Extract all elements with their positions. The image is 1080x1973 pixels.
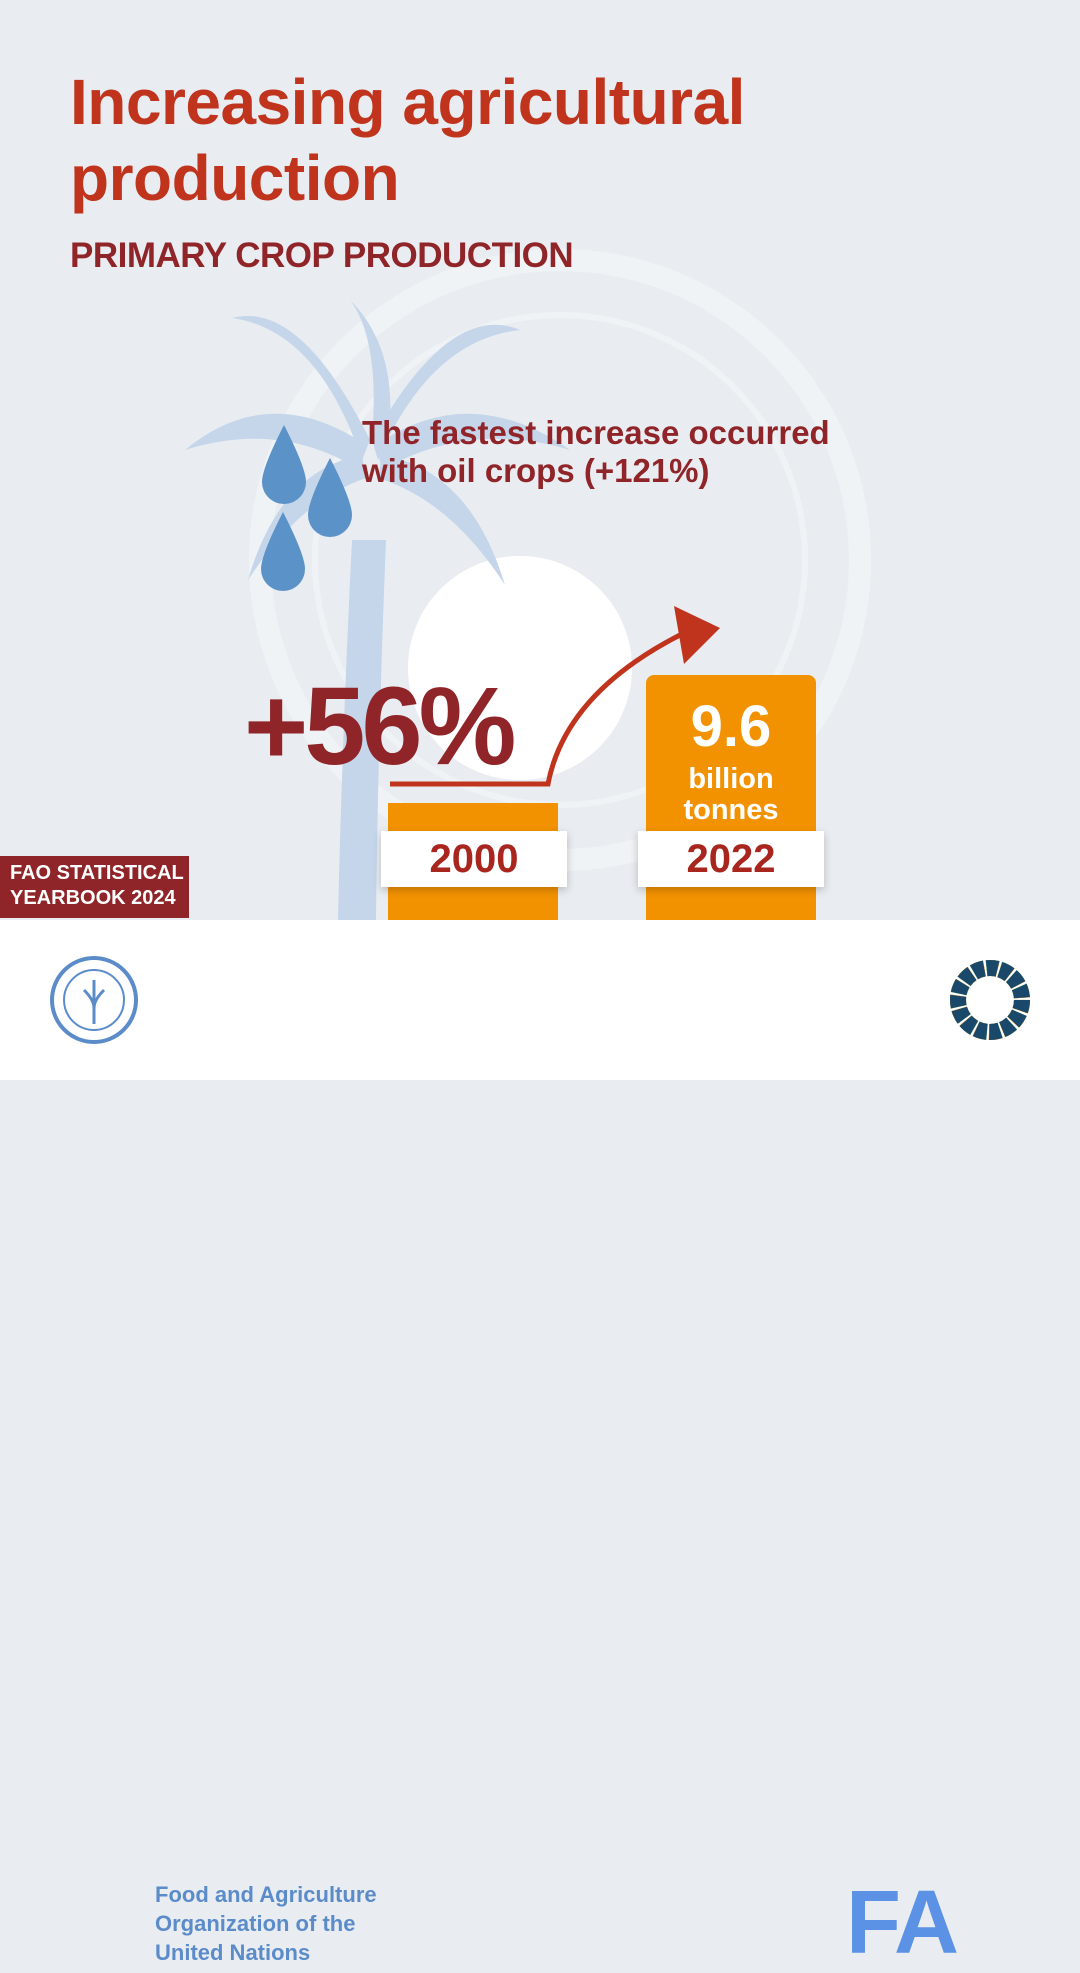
year-label-2000: 2000 [381,831,567,887]
oil-drops-icon [261,425,352,591]
fao-wordmark: FA [846,1873,959,1973]
year-label-2022: 2022 [638,831,824,887]
sdg-wheel-icon [950,960,1030,1040]
unit-line-1: billion [688,763,774,795]
fao-emblem-icon [50,956,138,1044]
value-unit-2022: billion tonnes [646,764,816,826]
badge-line-2: YEARBOOK 2024 [10,887,176,909]
palm-tree-icon [185,300,570,920]
organization-name: Food and Agriculture Organization of the… [155,1880,377,1967]
oil-crops-callout: The fastest increase occurred with oil c… [362,414,830,490]
footer-graphics [50,956,1030,1044]
org-line-3: United Nations [155,1940,311,1965]
infographic-panel: Increasing agricultural production PRIMA… [0,0,1080,920]
sun-icon [408,556,632,780]
growth-arrow-icon [390,606,720,787]
growth-arrow-layer [390,606,720,787]
callout-line-2: with oil crops (+121%) [362,452,710,489]
org-line-2: Organization of the [155,1911,356,1936]
page-title: Increasing agricultural production [70,64,745,216]
callout-line-1: The fastest increase occurred [362,414,830,451]
unit-line-2: tonnes [683,794,779,826]
value-2022: 9.6 [690,694,772,759]
page-subtitle: PRIMARY CROP PRODUCTION [70,236,574,275]
title-line-2: production [70,142,400,214]
growth-percentage: +56% [244,665,516,788]
yearbook-badge: FAO STATISTICAL YEARBOOK 2024 [0,856,189,918]
badge-line-1: FAO STATISTICAL [10,862,184,884]
org-line-1: Food and Agriculture [155,1882,377,1907]
title-line-1: Increasing agricultural [70,66,745,138]
footer: Food and Agriculture Organization of the… [0,920,1080,1968]
